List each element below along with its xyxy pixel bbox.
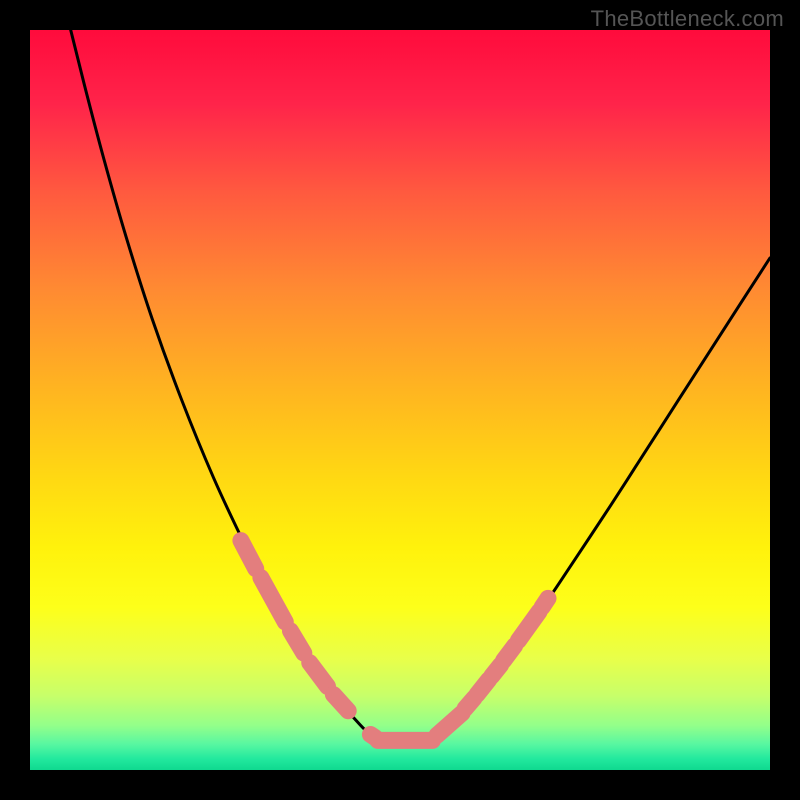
- marker-segment-4: [333, 695, 348, 711]
- marker-segment-3: [310, 663, 328, 687]
- marker-segment-13: [542, 598, 548, 607]
- watermark-text: TheBottleneck.com: [591, 6, 784, 32]
- chart-stage: TheBottleneck.com: [0, 0, 800, 800]
- marker-segment-12: [518, 612, 539, 641]
- marker-segment-7: [437, 713, 462, 735]
- curve-left: [71, 30, 397, 746]
- plot-area: [30, 30, 770, 770]
- marker-segment-2: [290, 631, 303, 653]
- curve-layer: [30, 30, 770, 770]
- marker-segment-0: [241, 541, 256, 569]
- watermark-label: TheBottleneck.com: [591, 6, 784, 31]
- marker-segment-1: [261, 578, 285, 622]
- curve-right: [411, 258, 770, 746]
- marker-segment-11: [504, 646, 515, 661]
